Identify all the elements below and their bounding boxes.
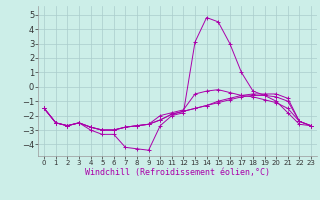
X-axis label: Windchill (Refroidissement éolien,°C): Windchill (Refroidissement éolien,°C) [85,168,270,177]
